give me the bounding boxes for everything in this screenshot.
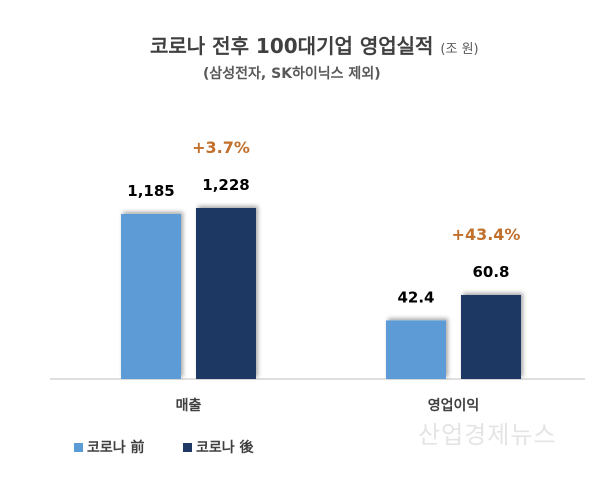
data-label: 1,185: [127, 182, 174, 200]
legend-item-before: 코로나 前: [74, 437, 145, 457]
chart-title: 코로나 전후 100대기업 영업실적 (조 원): [150, 34, 479, 58]
change-annotation: +3.7%: [192, 138, 250, 157]
chart-subtitle: (삼성전자, SK하이닉스 제외): [203, 66, 381, 82]
bar: [386, 320, 446, 379]
legend-item-after: 코로나 後: [183, 437, 254, 457]
bar: [461, 295, 521, 379]
data-label: 42.4: [397, 288, 434, 306]
category-label: 매출: [176, 397, 202, 414]
legend-label: 코로나 後: [196, 440, 254, 456]
legend-swatch: [183, 442, 192, 452]
unit-label: (조 원): [440, 42, 479, 57]
legend-label: 코로나 前: [87, 440, 145, 456]
category-label: 영업이익: [428, 397, 480, 414]
change-annotation: +43.4%: [452, 225, 521, 244]
watermark: 산업경제뉴스: [418, 421, 557, 449]
legend-swatch: [74, 442, 83, 452]
data-label: 60.8: [472, 263, 509, 281]
data-label: 1,228: [202, 176, 249, 194]
bar: [121, 213, 181, 379]
bar: [196, 208, 256, 379]
